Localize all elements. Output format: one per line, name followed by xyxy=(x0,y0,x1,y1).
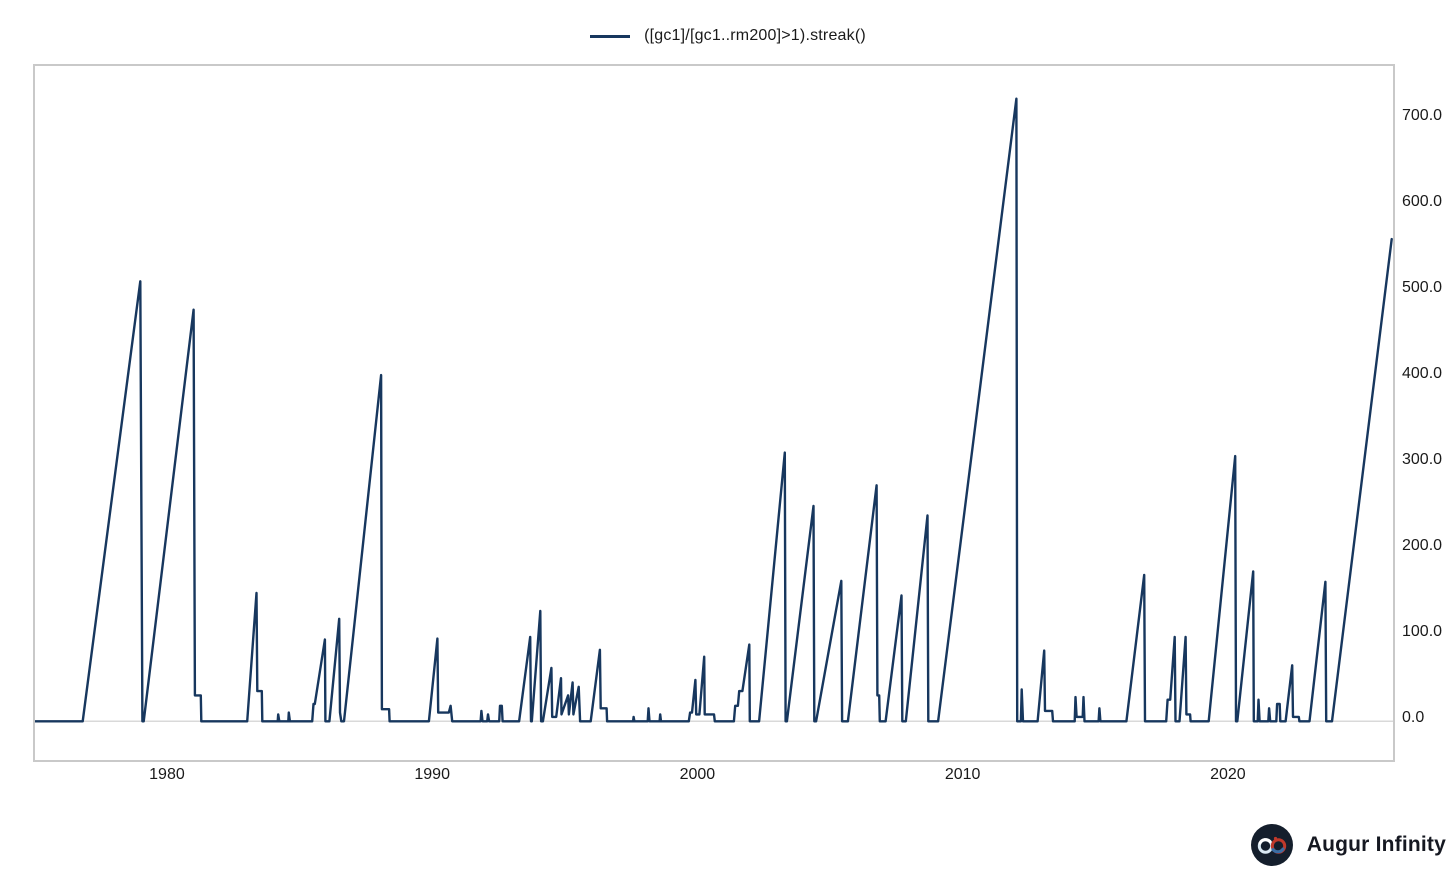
augur-infinity-logo-icon xyxy=(1250,824,1293,866)
streak-line-series xyxy=(35,97,1393,723)
y-tick-label: 100.0 xyxy=(1402,623,1443,641)
chart-legend: ([gc1]/[gc1..rm200]>1).streak() xyxy=(0,24,1456,48)
legend-series-label: ([gc1]/[gc1..rm200]>1).streak() xyxy=(644,27,866,44)
plot-area xyxy=(33,64,1395,762)
x-tick-label: 1980 xyxy=(149,766,185,783)
x-tick-label: 1990 xyxy=(414,766,450,783)
y-tick-label: 300.0 xyxy=(1402,450,1443,468)
y-tick-label: 0.0 xyxy=(1402,709,1425,727)
x-tick-label: 2000 xyxy=(679,766,716,783)
legend-line-swatch xyxy=(590,34,631,38)
y-tick-label: 500.0 xyxy=(1402,278,1443,296)
y-tick-label: 400.0 xyxy=(1402,364,1443,382)
y-tick-label: 200.0 xyxy=(1402,537,1443,555)
y-tick-label: 700.0 xyxy=(1402,106,1443,124)
brand-name: Augur Infinity xyxy=(1306,833,1446,856)
streak-line-chart xyxy=(35,97,1393,723)
y-tick-label: 600.0 xyxy=(1402,192,1443,210)
brand-footer: Augur Infinity xyxy=(1250,823,1446,867)
x-tick-label: 2010 xyxy=(944,766,981,783)
x-tick-label: 2020 xyxy=(1210,766,1246,783)
